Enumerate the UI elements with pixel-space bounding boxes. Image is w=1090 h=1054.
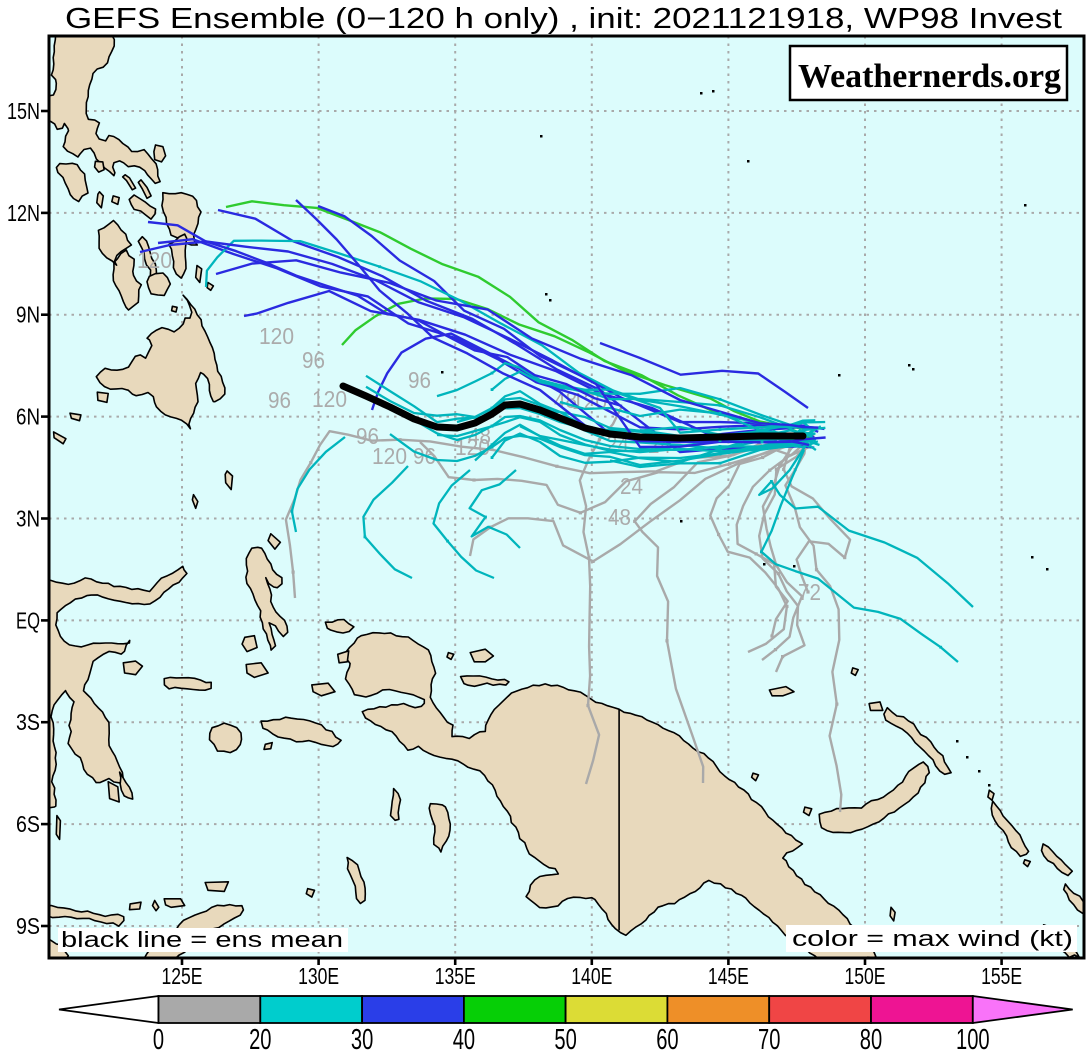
svg-text:100: 100	[956, 1024, 990, 1054]
svg-text:48: 48	[608, 504, 631, 530]
svg-text:40: 40	[453, 1024, 475, 1054]
svg-text:140E: 140E	[571, 963, 612, 989]
svg-text:135E: 135E	[435, 963, 476, 989]
svg-text:130E: 130E	[298, 963, 339, 989]
svg-text:145E: 145E	[708, 963, 749, 989]
svg-text:Weathernerds.org: Weathernerds.org	[798, 58, 1061, 95]
svg-text:80: 80	[860, 1024, 882, 1054]
svg-text:GEFS Ensemble (0−120 h only) ,: GEFS Ensemble (0−120 h only) , init: 202…	[65, 3, 1062, 35]
svg-text:20: 20	[249, 1024, 271, 1054]
svg-text:EQ: EQ	[16, 607, 40, 633]
svg-text:3N: 3N	[16, 506, 40, 532]
svg-text:6S: 6S	[16, 811, 40, 837]
svg-text:15N: 15N	[7, 98, 40, 124]
svg-text:0: 0	[153, 1024, 164, 1054]
svg-text:150E: 150E	[845, 963, 886, 989]
svg-text:96: 96	[408, 367, 431, 393]
svg-text:color = max wind (kt): color = max wind (kt)	[792, 926, 1073, 951]
svg-text:24: 24	[620, 473, 643, 499]
svg-text:125E: 125E	[162, 963, 203, 989]
svg-text:3S: 3S	[16, 709, 40, 735]
svg-text:60: 60	[656, 1024, 678, 1054]
svg-text:72: 72	[798, 579, 821, 605]
svg-text:30: 30	[351, 1024, 373, 1054]
svg-text:70: 70	[758, 1024, 780, 1054]
svg-text:120: 120	[372, 443, 407, 469]
svg-text:9N: 9N	[16, 302, 40, 328]
svg-text:155E: 155E	[981, 963, 1022, 989]
svg-text:6N: 6N	[16, 404, 40, 430]
svg-text:96: 96	[356, 423, 379, 449]
svg-text:96: 96	[268, 387, 291, 413]
svg-text:50: 50	[554, 1024, 576, 1054]
svg-text:black line = ens mean: black line = ens mean	[61, 927, 343, 952]
svg-text:9S: 9S	[16, 913, 40, 939]
svg-text:120: 120	[259, 323, 294, 349]
svg-text:120: 120	[312, 386, 347, 412]
svg-text:12N: 12N	[7, 200, 40, 226]
svg-text:96: 96	[302, 347, 325, 373]
